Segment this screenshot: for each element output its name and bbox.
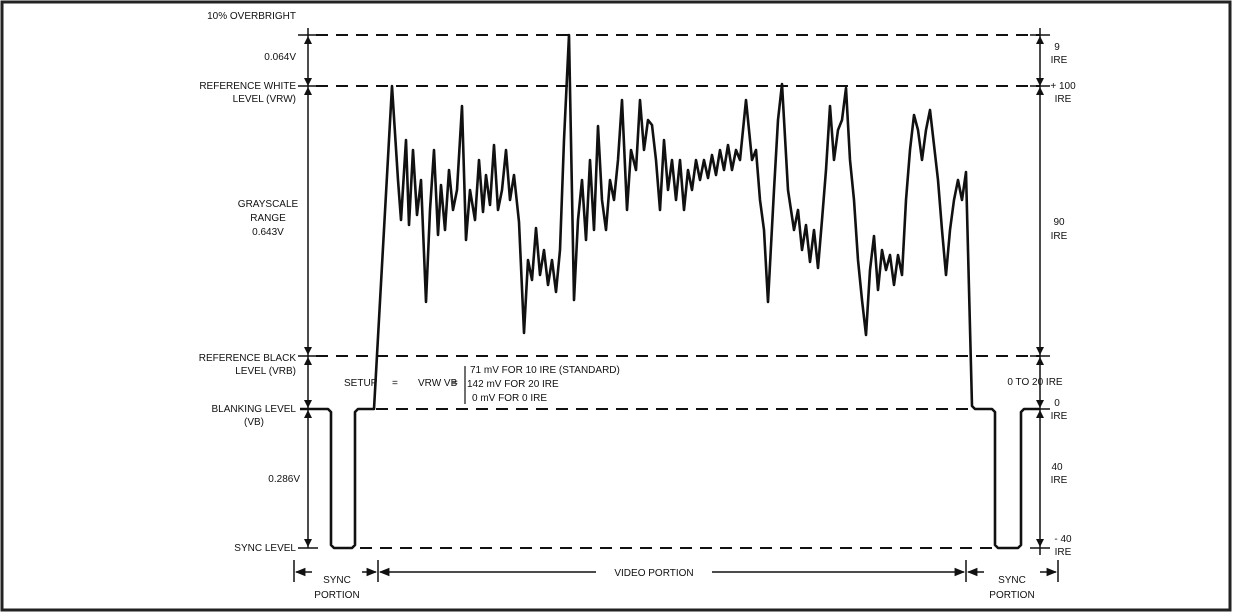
grayscale-label-2: RANGE <box>250 213 286 224</box>
ire-setup-range: 0 TO 20 IRE <box>1007 377 1063 388</box>
sync-voltage-label: 0.286V <box>268 474 300 485</box>
setup-option-2: 142 mV FOR 20 IRE <box>467 379 559 390</box>
grayscale-labels: GRAYSCALE RANGE 0.643V <box>238 199 299 238</box>
grayscale-label-1: GRAYSCALE <box>238 199 299 210</box>
setup-expression: VRW VB <box>418 378 458 389</box>
setup-label: SETUP <box>344 378 378 389</box>
ref-white-label-1: REFERENCE WHITE <box>199 81 296 92</box>
video-portion-label: VIDEO PORTION <box>614 568 693 579</box>
overbright-label: 10% OVERBRIGHT <box>207 11 296 22</box>
setup-annotation: SETUP = VRW VB = 71 mV FOR 10 IRE (STAND… <box>344 365 620 404</box>
left-labels: 10% OVERBRIGHT 0.064V REFERENCE WHITE LE… <box>199 11 297 554</box>
ire-minus40-unit: IRE <box>1055 547 1072 558</box>
portion-labels: SYNC PORTION VIDEO PORTION SYNC PORTION <box>314 568 1034 601</box>
grayscale-label-3: 0.643V <box>252 227 284 238</box>
ref-black-label-1: REFERENCE BLACK <box>199 353 297 364</box>
setup-equals-2: = <box>452 378 458 389</box>
sync-portion-right-1: SYNC <box>998 575 1026 586</box>
ire-90-unit: IRE <box>1051 231 1068 242</box>
right-arrowheads <box>1036 36 1044 547</box>
sync-portion-left-2: PORTION <box>314 590 359 601</box>
ire-0-unit: IRE <box>1051 411 1068 422</box>
ire-plus100-unit: IRE <box>1055 94 1072 105</box>
overbright-voltage: 0.064V <box>264 52 296 63</box>
left-arrowheads <box>304 36 312 547</box>
setup-option-1: 71 mV FOR 10 IRE (STANDARD) <box>470 365 620 376</box>
ire-40-unit: IRE <box>1051 475 1068 486</box>
setup-option-3: 0 mV FOR 0 IRE <box>472 393 547 404</box>
ire-90-value: 90 <box>1053 217 1065 228</box>
ref-white-label-2: LEVEL (VRW) <box>233 94 296 105</box>
ire-9-value: 9 <box>1054 42 1060 53</box>
ire-minus40-value: - 40 <box>1054 534 1072 545</box>
setup-equals: = <box>392 378 398 389</box>
portion-dimensions <box>293 560 1059 582</box>
ire-9-unit: IRE <box>1051 55 1068 66</box>
ire-labels: 9 IRE + 100 IRE 90 IRE 0 TO 20 IRE 0 IRE… <box>1007 42 1076 558</box>
ref-black-label-2: LEVEL (VRB) <box>235 366 296 377</box>
ire-40-value: 40 <box>1051 462 1063 473</box>
ire-0-value: 0 <box>1054 398 1060 409</box>
sync-portion-left-1: SYNC <box>323 575 351 586</box>
blanking-label-2: (VB) <box>244 417 264 428</box>
sync-portion-right-2: PORTION <box>989 590 1034 601</box>
ire-plus100-value: + 100 <box>1050 81 1076 92</box>
blanking-label-1: BLANKING LEVEL <box>212 404 297 415</box>
sync-level-label: SYNC LEVEL <box>234 543 296 554</box>
video-waveform <box>300 33 1040 550</box>
